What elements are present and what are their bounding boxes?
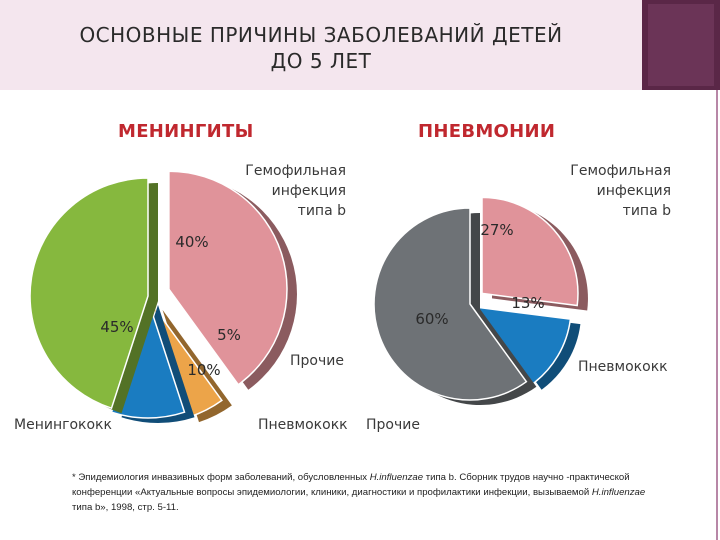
chart-1-slice-4 <box>29 177 149 410</box>
footnote-text-2: типа b. Сборник трудов научно -практичес… <box>72 472 630 498</box>
page-title-line1: ОСНОВНЫЕ ПРИЧИНЫ ЗАБОЛЕВАНИЙ ДЕТЕЙ <box>79 23 563 47</box>
chart-1-slice-1 <box>168 170 288 386</box>
chart-2-title: ПНЕВМОНИИ <box>418 121 555 142</box>
footnote-italic-1: H.influenzae <box>369 472 424 483</box>
chart-2-slice-1 <box>481 196 579 307</box>
chart-2-pct-2: 13% <box>511 294 544 312</box>
chart-1-pct-3: 10% <box>187 361 220 379</box>
chart-2-label-1: Гемофильная инфекция типа b <box>570 163 671 219</box>
chart-1-title: МЕНИНГИТЫ <box>118 121 254 142</box>
chart-1-label-4: Менингококк <box>14 417 112 433</box>
page-title: ОСНОВНЫЕ ПРИЧИНЫ ЗАБОЛЕВАНИЙ ДЕТЕЙ ДО 5 … <box>0 22 642 74</box>
footnote-text-3: типа b», 1998, стр. 5-11. <box>72 502 179 513</box>
footnote-star: * <box>72 472 76 483</box>
chart-1-label-2: Прочие <box>290 353 344 369</box>
chart-1-pct-4: 45% <box>100 318 133 336</box>
footnote: * Эпидемиология инвазивных форм заболева… <box>72 470 647 515</box>
chart-panel: МЕНИНГИТЫ 40% Гемофильная инфекция типа b 5% П… <box>0 92 690 464</box>
right-divider-line <box>716 90 718 540</box>
chart-2-slice-3 <box>373 207 528 401</box>
chart-1-label-3: Пневмококк <box>258 417 348 433</box>
pie-charts-figure: МЕНИНГИТЫ 40% Гемофильная инфекция типа b 5% П… <box>14 121 671 433</box>
chart-1-label-1: Гемофильная инфекция типа b <box>245 163 346 219</box>
chart-2-pct-1: 27% <box>480 221 513 239</box>
header-band: ОСНОВНЫЕ ПРИЧИНЫ ЗАБОЛЕВАНИЙ ДЕТЕЙ ДО 5 … <box>0 0 642 90</box>
corner-decoration <box>642 0 720 90</box>
footnote-italic-2: H.influenzae <box>591 487 646 498</box>
chart-1-slice-3 <box>110 297 186 419</box>
chart-2-label-2: Пневмококк <box>578 359 668 375</box>
chart-2-label-3: Прочие <box>366 417 420 433</box>
chart-1-pct-1: 40% <box>175 233 208 251</box>
chart-2-pct-3: 60% <box>415 310 448 328</box>
footnote-text-1: Эпидемиология инвазивных форм заболевани… <box>75 472 370 483</box>
page-title-line2: ДО 5 ЛЕТ <box>270 49 372 73</box>
chart-1-pct-2: 5% <box>217 326 241 344</box>
